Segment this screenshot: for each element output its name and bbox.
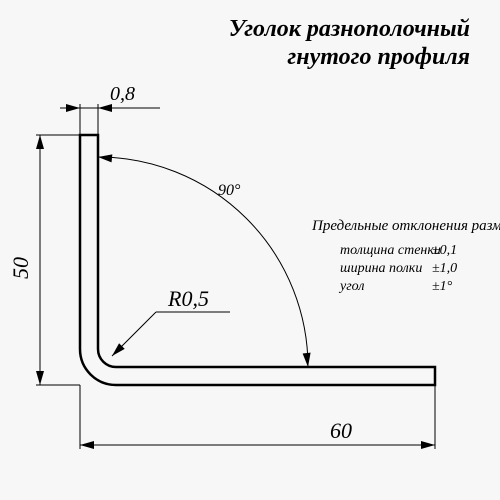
dim-height-value: 50 — [8, 257, 33, 279]
title-line2: гнутого профиля — [287, 44, 470, 70]
title-line1: Уголок разнополочный — [229, 16, 470, 42]
angle-value: 90° — [218, 182, 241, 199]
tolerance-value: ±1,0 — [432, 261, 457, 276]
tolerance-label: угол — [338, 279, 364, 294]
angle-profile-diagram: Уголок разнополочный гнутого профиля 90°… — [0, 0, 500, 500]
dim-thickness-value: 0,8 — [110, 83, 135, 105]
dim-radius-value: R0,5 — [167, 286, 209, 311]
tolerance-label: толщина стенки — [340, 243, 441, 258]
dim-width-value: 60 — [330, 418, 352, 443]
tolerance-value: ±0,1 — [432, 243, 457, 258]
tolerance-label: ширина полки — [340, 261, 422, 276]
tolerance-value: ±1° — [432, 279, 453, 294]
tolerances-title: Предельные отклонения размеров: — [311, 218, 500, 234]
